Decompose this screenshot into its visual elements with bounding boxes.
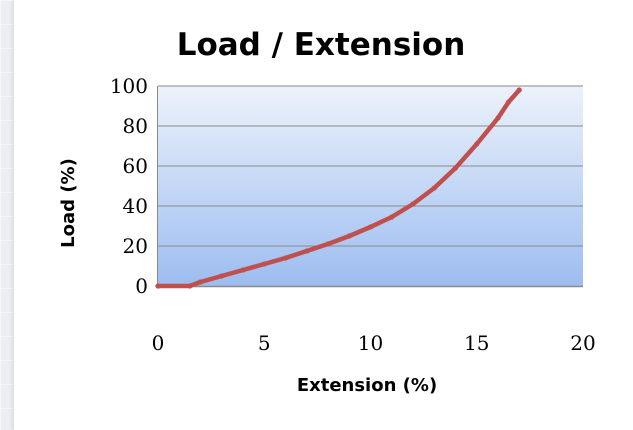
data-point: [282, 255, 289, 261]
data-point: [431, 185, 437, 191]
data-point: [197, 279, 204, 285]
load-extension-chart: 0 20 40 60 80 100 0 5 10 15 20 Load / Extension Ex…: [58, 27, 596, 396]
data-point: [516, 87, 522, 93]
gridlines: [158, 85, 583, 247]
data-point: [506, 99, 512, 105]
x-tick-label: 20: [570, 331, 595, 355]
data-point: [474, 141, 480, 147]
series-layer: [155, 87, 522, 289]
data-point: [367, 224, 374, 230]
data-point: [389, 214, 395, 220]
x-axis-title: Extension (%): [297, 375, 437, 396]
tick-labels: 0 20 40 60 80 100 0 5 10 15 20: [110, 74, 596, 355]
data-point: [304, 248, 310, 254]
plot-area: [158, 86, 583, 286]
x-tick-label: 0: [152, 331, 165, 355]
data-point: [155, 283, 161, 289]
chart-title: Load / Extension: [177, 27, 466, 63]
data-point: [346, 233, 352, 239]
x-tick-label: 10: [358, 331, 383, 355]
y-tick-label: 20: [123, 234, 148, 258]
data-point: [495, 115, 501, 121]
data-point: [219, 273, 225, 279]
data-point: [410, 201, 416, 207]
x-tick-label: 15: [464, 331, 489, 355]
chart-card: 0 20 40 60 80 100 0 5 10 15 20 Load / Extension Ex…: [14, 0, 633, 430]
data-point: [261, 261, 267, 267]
data-point: [452, 165, 459, 171]
y-tick-label: 100: [110, 74, 148, 98]
x-tick-label: 5: [258, 331, 271, 355]
data-point: [240, 267, 246, 273]
y-tick-label: 40: [123, 194, 148, 218]
y-tick-label: 0: [135, 274, 148, 298]
y-tick-label: 80: [123, 114, 148, 138]
y-tick-label: 60: [123, 154, 148, 178]
data-point: [187, 283, 193, 289]
axes: [157, 86, 583, 288]
data-point: [325, 241, 331, 247]
y-axis-title: Load (%): [58, 158, 79, 248]
